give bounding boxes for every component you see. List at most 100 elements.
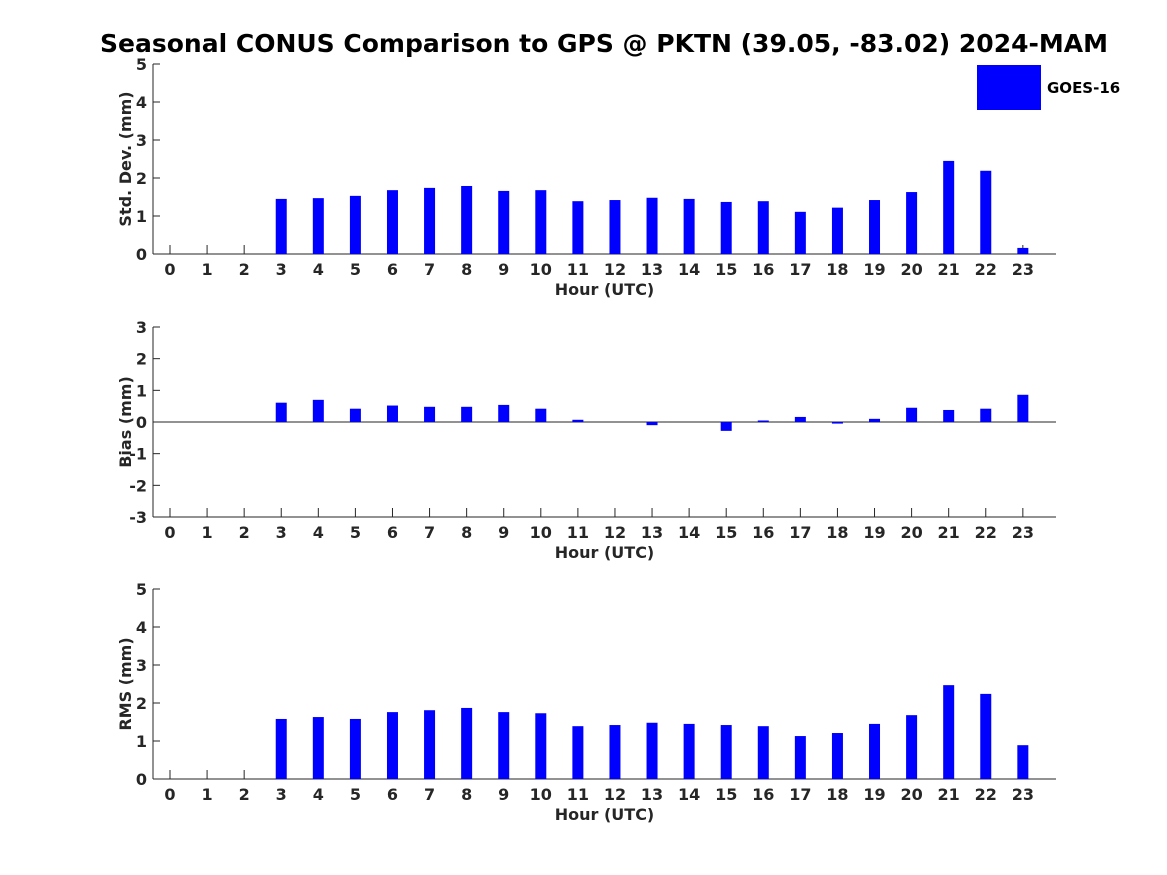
bias-bar — [980, 408, 992, 422]
rms-bar — [980, 693, 992, 779]
rms-bar — [906, 715, 918, 779]
rms-x-tick-label: 12 — [604, 785, 626, 804]
bias-y-tick-label: -2 — [129, 476, 147, 495]
bias-x-tick-label: 19 — [863, 523, 885, 542]
std-dev-x-tick-label: 1 — [202, 260, 213, 279]
bias-x-tick-label: 22 — [975, 523, 997, 542]
std-dev-x-tick-label: 4 — [313, 260, 324, 279]
std-dev-bar — [535, 190, 547, 254]
bias-y-tick-label: 3 — [136, 318, 147, 337]
bias-x-tick-label: 6 — [387, 523, 398, 542]
rms-x-tick-label: 21 — [938, 785, 960, 804]
std-dev-bar — [386, 190, 398, 254]
rms-y-axis-title: RMS (mm) — [116, 637, 135, 730]
std-dev-bar — [275, 198, 287, 254]
rms-x-tick-label: 8 — [461, 785, 472, 804]
bias-x-tick-label: 13 — [641, 523, 663, 542]
rms-bar — [535, 713, 547, 779]
rms-bar — [386, 712, 398, 779]
bias-x-tick-label: 8 — [461, 523, 472, 542]
std-dev-bar — [1017, 247, 1029, 254]
std-dev-x-tick-label: 15 — [715, 260, 737, 279]
rms-x-tick-label: 7 — [424, 785, 435, 804]
std-dev-x-tick-label: 9 — [498, 260, 509, 279]
std-dev-x-tick-label: 11 — [567, 260, 589, 279]
bias-bar — [275, 402, 287, 422]
bias-x-tick-label: 12 — [604, 523, 626, 542]
bias-x-tick-label: 23 — [1012, 523, 1034, 542]
std-dev-x-tick-label: 10 — [530, 260, 552, 279]
std-dev-x-tick-label: 22 — [975, 260, 997, 279]
rms-y-tick-label: 5 — [136, 580, 147, 599]
rms-y-tick-label: 0 — [136, 770, 147, 789]
rms-bar — [943, 685, 955, 779]
bias-bar — [757, 420, 769, 422]
bias-y-tick-label: -3 — [129, 508, 147, 527]
rms-bar — [831, 733, 843, 779]
bias-bar — [498, 404, 510, 422]
std-dev-bar — [720, 201, 732, 254]
std-dev-x-tick-label: 2 — [239, 260, 250, 279]
bias-y-axis-title: Bias (mm) — [116, 376, 135, 468]
std-dev-bar — [572, 201, 584, 254]
rms-x-tick-label: 14 — [678, 785, 700, 804]
rms-bar — [646, 722, 658, 779]
rms-x-tick-label: 19 — [863, 785, 885, 804]
bias-bar — [831, 422, 843, 424]
std-dev-bar — [906, 192, 918, 254]
rms-bar — [424, 710, 436, 779]
rms-bar — [572, 726, 584, 779]
std-dev-x-tick-label: 19 — [863, 260, 885, 279]
bias-bar — [906, 407, 918, 422]
std-dev-bar — [424, 187, 436, 254]
legend-label-goes16: GOES-16 — [1047, 79, 1120, 97]
rms-y-tick-label: 2 — [136, 694, 147, 713]
rms-x-tick-label: 9 — [498, 785, 509, 804]
rms-bar — [1017, 745, 1029, 779]
bias-x-tick-label: 7 — [424, 523, 435, 542]
std-dev-x-tick-label: 18 — [826, 260, 848, 279]
bias-x-tick-label: 21 — [938, 523, 960, 542]
std-dev-x-tick-label: 23 — [1012, 260, 1034, 279]
std-dev-x-tick-label: 16 — [752, 260, 774, 279]
std-dev-x-tick-label: 17 — [789, 260, 811, 279]
rms-x-tick-label: 13 — [641, 785, 663, 804]
rms-bar — [461, 707, 473, 779]
rms-x-tick-label: 20 — [900, 785, 922, 804]
rms-x-tick-label: 17 — [789, 785, 811, 804]
std-dev-x-tick-label: 3 — [276, 260, 287, 279]
std-dev-y-tick-label: 2 — [136, 169, 147, 188]
bias-bar — [720, 422, 732, 431]
std-dev-y-tick-label: 5 — [136, 55, 147, 74]
rms-bar — [498, 712, 510, 779]
std-dev-x-tick-label: 14 — [678, 260, 700, 279]
std-dev-x-axis-title: Hour (UTC) — [555, 280, 655, 299]
legend: GOES-16 — [977, 65, 1120, 110]
std-dev-x-tick-label: 7 — [424, 260, 435, 279]
std-dev-x-tick-label: 0 — [164, 260, 175, 279]
bias-bar — [1017, 394, 1029, 422]
bias-bar — [386, 405, 398, 422]
std-dev-bar — [794, 211, 806, 254]
std-dev-bar — [683, 198, 695, 254]
bias-bar — [535, 408, 547, 422]
rms-x-tick-label: 23 — [1012, 785, 1034, 804]
rms-bar — [869, 723, 881, 779]
std-dev-y-axis-title: Std. Dev. (mm) — [116, 91, 135, 226]
bias-x-tick-label: 14 — [678, 523, 700, 542]
bias-x-axis-title: Hour (UTC) — [555, 543, 655, 562]
rms-x-tick-label: 18 — [826, 785, 848, 804]
bias-bar — [461, 406, 473, 422]
rms-bar — [312, 717, 324, 779]
bias-bar — [943, 409, 955, 422]
bias-x-tick-label: 11 — [567, 523, 589, 542]
bias-bar — [646, 422, 658, 426]
std-dev-x-tick-label: 5 — [350, 260, 361, 279]
rms-x-tick-label: 11 — [567, 785, 589, 804]
bias-bar — [794, 416, 806, 422]
bias-bar — [312, 399, 324, 422]
bias-x-tick-label: 9 — [498, 523, 509, 542]
std-dev-bar — [869, 200, 881, 254]
